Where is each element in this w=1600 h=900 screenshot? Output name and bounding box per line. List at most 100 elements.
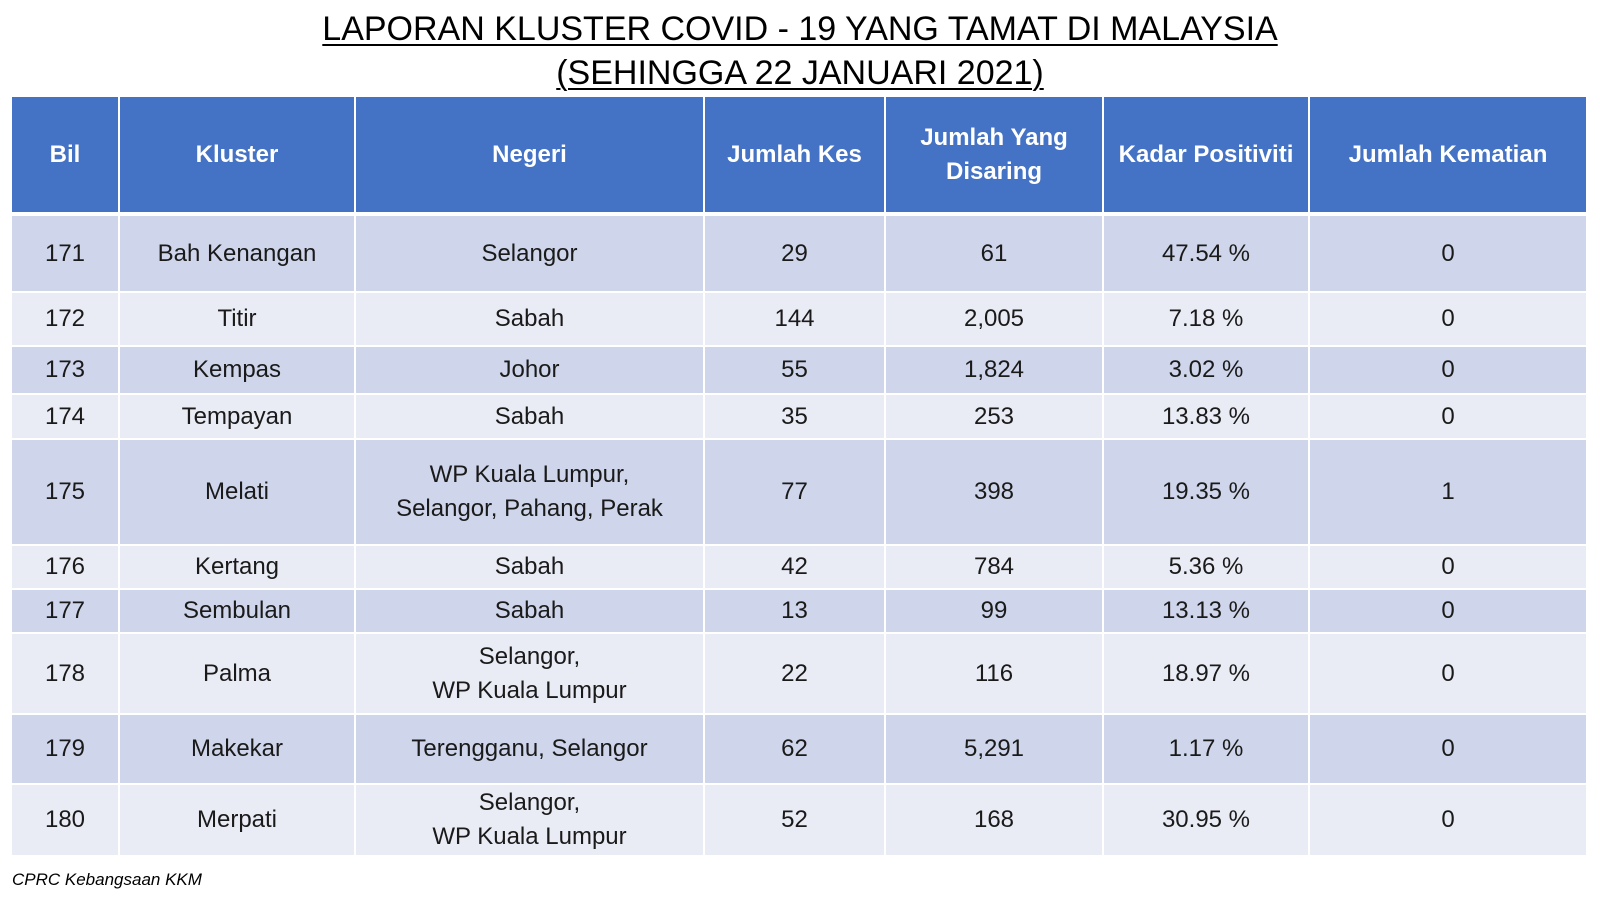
cell-jumlah-disaring: 116 xyxy=(886,634,1102,713)
header-jumlah-kes: Jumlah Kes xyxy=(705,97,884,212)
cell-bil: 172 xyxy=(12,293,118,345)
cell-jumlah-kes: 55 xyxy=(705,347,884,393)
source-note: CPRC Kebangsaan KKM xyxy=(12,870,202,889)
header-kluster: Kluster xyxy=(120,97,354,212)
table-row: 176 Kertang Sabah 42 784 5.36 % 0 xyxy=(12,546,1586,588)
negeri-line: Johor xyxy=(499,356,560,383)
table-row: 177 Sembulan Sabah 13 99 13.13 % 0 xyxy=(12,590,1586,632)
cell-kluster: Makekar xyxy=(120,715,354,783)
cell-jumlah-kes: 13 xyxy=(705,590,884,632)
negeri-line: Selangor, xyxy=(478,642,581,670)
cell-kadar-positiviti: 1.17 % xyxy=(1104,715,1308,783)
cell-kluster: Kempas xyxy=(120,347,354,393)
negeri-line: Selangor, xyxy=(478,789,581,816)
negeri-line: WP Kuala Lumpur xyxy=(432,676,627,704)
cell-negeri: Selangor xyxy=(356,216,703,291)
cell-jumlah-kematian: 1 xyxy=(1310,440,1586,544)
cell-jumlah-kes: 35 xyxy=(705,395,884,438)
cell-jumlah-kes: 42 xyxy=(705,546,884,588)
cell-kadar-positiviti: 30.95 % xyxy=(1104,785,1308,855)
cell-jumlah-kes: 144 xyxy=(705,293,884,345)
negeri-line: Sabah xyxy=(494,305,565,332)
cell-kadar-positiviti: 5.36 % xyxy=(1104,546,1308,588)
cell-kadar-positiviti: 7.18 % xyxy=(1104,293,1308,345)
cell-jumlah-kematian: 0 xyxy=(1310,216,1586,291)
cell-jumlah-kes: 52 xyxy=(705,785,884,855)
header-kadar-positiviti: Kadar Positiviti xyxy=(1104,97,1308,212)
cell-jumlah-disaring: 1,824 xyxy=(886,347,1102,393)
cell-bil: 175 xyxy=(12,440,118,544)
table-row: 171 Bah Kenangan Selangor 29 61 47.54 % … xyxy=(12,216,1586,291)
cell-kluster: Melati xyxy=(120,440,354,544)
cell-kluster: Merpati xyxy=(120,785,354,855)
cell-jumlah-disaring: 2,005 xyxy=(886,293,1102,345)
cell-bil: 178 xyxy=(12,634,118,713)
cell-kluster: Kertang xyxy=(120,546,354,588)
cell-kluster: Palma xyxy=(120,634,354,713)
cell-jumlah-disaring: 61 xyxy=(886,216,1102,291)
cell-bil: 174 xyxy=(12,395,118,438)
title-block: LAPORAN KLUSTER COVID - 19 YANG TAMAT DI… xyxy=(0,7,1600,95)
table-row: 179 Makekar Terengganu, Selangor 62 5,29… xyxy=(12,715,1586,783)
cell-bil: 179 xyxy=(12,715,118,783)
table-row: 178 Palma Selangor, WP Kuala Lumpur 22 1… xyxy=(12,634,1586,713)
cell-kluster: Titir xyxy=(120,293,354,345)
table-row: 173 Kempas Johor 55 1,824 3.02 % 0 xyxy=(12,347,1586,393)
cell-jumlah-kes: 62 xyxy=(705,715,884,783)
cell-kadar-positiviti: 19.35 % xyxy=(1104,440,1308,544)
cell-jumlah-kematian: 0 xyxy=(1310,395,1586,438)
cell-bil: 177 xyxy=(12,590,118,632)
cell-jumlah-disaring: 5,291 xyxy=(886,715,1102,783)
table-header-row: Bil Kluster Negeri Jumlah Kes Jumlah Yan… xyxy=(12,97,1586,212)
cell-negeri: Terengganu, Selangor xyxy=(356,715,703,783)
table-row: 180 Merpati Selangor, WP Kuala Lumpur 52… xyxy=(12,785,1586,855)
cell-kluster: Tempayan xyxy=(120,395,354,438)
negeri-line: Sabah xyxy=(494,597,565,624)
cell-kadar-positiviti: 13.83 % xyxy=(1104,395,1308,438)
cell-kluster: Sembulan xyxy=(120,590,354,632)
cell-bil: 171 xyxy=(12,216,118,291)
cell-kadar-positiviti: 13.13 % xyxy=(1104,590,1308,632)
cell-jumlah-disaring: 398 xyxy=(886,440,1102,544)
table-row: 174 Tempayan Sabah 35 253 13.83 % 0 xyxy=(12,395,1586,438)
cell-jumlah-kematian: 0 xyxy=(1310,293,1586,345)
cell-bil: 176 xyxy=(12,546,118,588)
cell-jumlah-kes: 77 xyxy=(705,440,884,544)
header-jumlah-disaring: Jumlah Yang Disaring xyxy=(886,97,1102,212)
cell-jumlah-kematian: 0 xyxy=(1310,546,1586,588)
cell-jumlah-disaring: 784 xyxy=(886,546,1102,588)
cell-kadar-positiviti: 18.97 % xyxy=(1104,634,1308,713)
cell-jumlah-disaring: 253 xyxy=(886,395,1102,438)
negeri-line: Sabah xyxy=(494,553,565,580)
negeri-line: Selangor, Pahang, Perak xyxy=(396,495,663,522)
cell-bil: 180 xyxy=(12,785,118,855)
cell-jumlah-kematian: 0 xyxy=(1310,715,1586,783)
cell-jumlah-disaring: 168 xyxy=(886,785,1102,855)
table-row: 172 Titir Sabah 144 2,005 7.18 % 0 xyxy=(12,293,1586,345)
negeri-line: WP Kuala Lumpur xyxy=(432,823,627,850)
cell-jumlah-kes: 22 xyxy=(705,634,884,713)
cell-negeri: Sabah xyxy=(356,590,703,632)
cell-negeri: Sabah xyxy=(356,293,703,345)
header-negeri: Negeri xyxy=(356,97,703,212)
cell-kluster: Bah Kenangan xyxy=(120,216,354,291)
cell-jumlah-kematian: 0 xyxy=(1310,347,1586,393)
cluster-table: Bil Kluster Negeri Jumlah Kes Jumlah Yan… xyxy=(12,97,1586,857)
negeri-line: WP Kuala Lumpur, xyxy=(429,461,630,488)
cell-negeri: Selangor, WP Kuala Lumpur xyxy=(356,634,703,713)
cell-negeri: Sabah xyxy=(356,395,703,438)
cell-negeri: WP Kuala Lumpur, Selangor, Pahang, Perak xyxy=(356,440,703,544)
cell-jumlah-kematian: 0 xyxy=(1310,785,1586,855)
header-bil: Bil xyxy=(12,97,118,212)
cell-bil: 173 xyxy=(12,347,118,393)
page-title: LAPORAN KLUSTER COVID - 19 YANG TAMAT DI… xyxy=(322,10,1278,48)
negeri-line: Sabah xyxy=(494,402,565,430)
cell-negeri: Johor xyxy=(356,347,703,393)
cell-negeri: Selangor, WP Kuala Lumpur xyxy=(356,785,703,855)
cell-kadar-positiviti: 47.54 % xyxy=(1104,216,1308,291)
page-subtitle: (SEHINGGA 22 JANUARI 2021) xyxy=(556,54,1044,92)
cell-jumlah-disaring: 99 xyxy=(886,590,1102,632)
cell-jumlah-kematian: 0 xyxy=(1310,590,1586,632)
negeri-line: Selangor xyxy=(481,239,578,267)
cell-negeri: Sabah xyxy=(356,546,703,588)
